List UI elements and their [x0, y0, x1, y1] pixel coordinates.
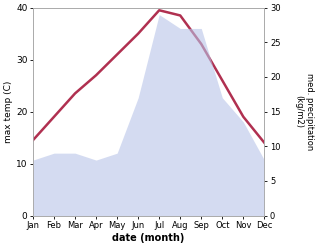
X-axis label: date (month): date (month) [113, 233, 185, 243]
Y-axis label: max temp (C): max temp (C) [4, 80, 13, 143]
Y-axis label: med. precipitation
(kg/m2): med. precipitation (kg/m2) [294, 73, 314, 150]
